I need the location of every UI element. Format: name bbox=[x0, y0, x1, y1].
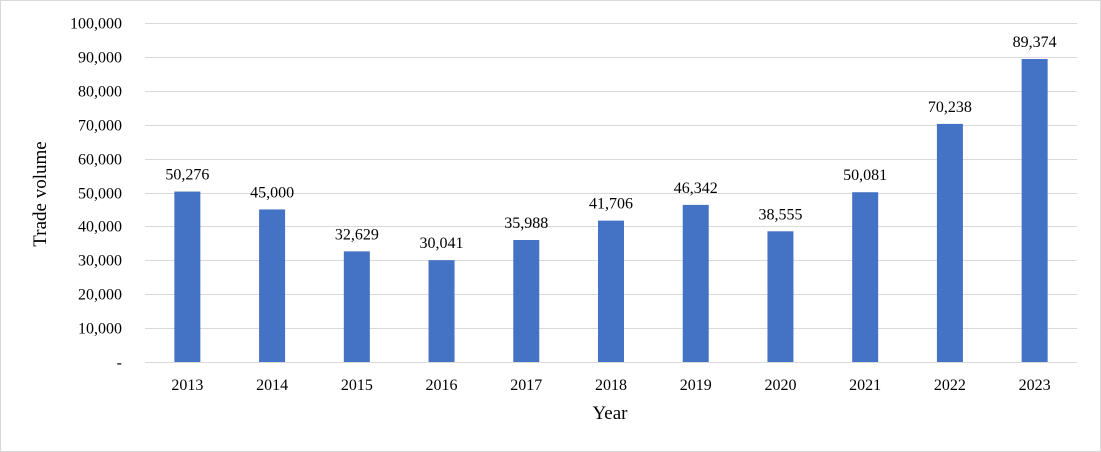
bar bbox=[598, 220, 624, 362]
bar bbox=[767, 231, 794, 362]
x-tick-label: 2020 bbox=[764, 377, 796, 394]
y-tick-label: 20,000 bbox=[78, 287, 122, 304]
y-tick-label: 60,000 bbox=[78, 152, 122, 169]
data-label: 30,041 bbox=[420, 235, 464, 252]
gridlines bbox=[145, 23, 1077, 363]
y-tick-label: 80,000 bbox=[78, 84, 122, 101]
bar bbox=[513, 240, 540, 362]
x-tick-label: 2023 bbox=[1019, 377, 1051, 394]
bar bbox=[682, 204, 709, 362]
data-labels: 50,276 45,000 32,629 30,041 35,988 41,706 46,3… bbox=[165, 34, 1056, 252]
y-tick-label: 30,000 bbox=[78, 253, 122, 270]
bar bbox=[1021, 59, 1048, 362]
x-tick-label: 2019 bbox=[680, 377, 712, 394]
x-tick-label: 2021 bbox=[849, 377, 881, 394]
data-label: 50,081 bbox=[843, 167, 887, 184]
data-label: 89,374 bbox=[1013, 34, 1057, 51]
data-label: 70,238 bbox=[928, 99, 972, 116]
y-tick-label: 50,000 bbox=[78, 186, 122, 203]
bar bbox=[936, 123, 963, 362]
y-tick-label: 90,000 bbox=[78, 50, 122, 67]
x-tick-label: 2014 bbox=[256, 377, 288, 394]
y-tick-label: 40,000 bbox=[78, 219, 122, 236]
x-tick-label: 2018 bbox=[595, 377, 627, 394]
bar bbox=[852, 192, 879, 362]
y-tick-label: 100,000 bbox=[70, 16, 122, 33]
bar bbox=[343, 251, 370, 362]
bar bbox=[174, 191, 201, 362]
x-tick-label: 2013 bbox=[171, 377, 203, 394]
x-tick-label: 2016 bbox=[426, 377, 458, 394]
y-tick-label: 10,000 bbox=[78, 321, 122, 338]
data-label: 38,555 bbox=[758, 206, 802, 223]
y-axis-title: Trade volume bbox=[30, 141, 51, 246]
bar bbox=[259, 209, 286, 362]
y-tick-label: - bbox=[117, 355, 122, 372]
x-axis-title: Year bbox=[592, 403, 628, 424]
data-label: 35,988 bbox=[504, 215, 548, 232]
x-tick-label: 2015 bbox=[341, 377, 373, 394]
bars bbox=[174, 59, 1048, 362]
bar bbox=[428, 260, 455, 362]
x-tick-label: 2022 bbox=[934, 377, 966, 394]
data-label: 50,276 bbox=[165, 167, 209, 184]
data-label: 32,629 bbox=[335, 226, 379, 243]
data-label: 45,000 bbox=[250, 184, 294, 201]
data-label: 41,706 bbox=[589, 196, 633, 213]
x-tick-label: 2017 bbox=[510, 377, 542, 394]
y-tick-label: 70,000 bbox=[78, 118, 122, 135]
y-tick-labels: - 10,000 20,000 30,000 40,000 50,000 60,000 70,… bbox=[70, 16, 122, 372]
x-tick-labels: 2013 2014 2015 2016 2017 2018 2019 2020 2021 2022… bbox=[171, 377, 1050, 394]
data-label: 46,342 bbox=[674, 180, 718, 197]
